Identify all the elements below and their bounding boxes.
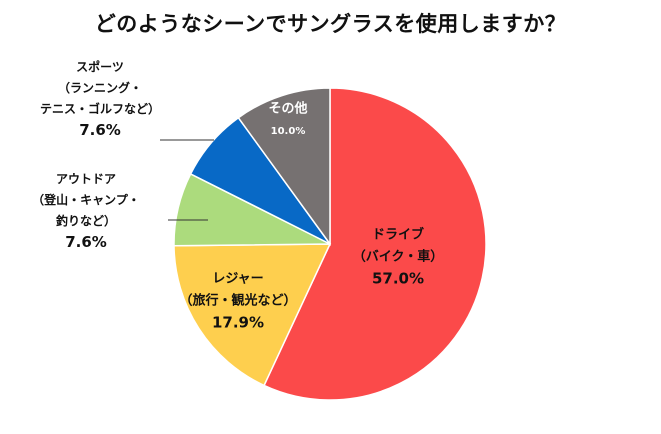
slice-labels: ドライブ （バイク・車） 57.0% レジャー （旅行・観光など） 17.9% アウトドア （… — [32, 59, 443, 332]
slice-name-label-1-0: レジャー — [212, 272, 263, 287]
slice-value-label-0: 57.0% — [372, 270, 424, 288]
slice-value-label-1: 17.9% — [212, 314, 264, 332]
chart-title: どのようなシーンでサングラスを使用しますか？ — [94, 12, 567, 36]
pie-slice-4 — [237, 87, 331, 247]
slice-name-label-3-0: スポーツ — [76, 59, 124, 74]
slice-value-label-4: 10.0% — [271, 126, 306, 137]
slice-name-label-0-0: ドライブ — [372, 227, 424, 243]
pie-slice-0 — [263, 87, 487, 401]
slice-name-label-0-1: （バイク・車） — [353, 249, 443, 265]
slice-name-label-2-1: （登山・キャンプ・ — [32, 192, 140, 207]
slice-name-label-4-0: その他 — [268, 101, 307, 117]
slice-name-label-2-2: 釣りなど） — [56, 213, 116, 228]
slice-name-label-3-1: （ランニング・ — [58, 80, 142, 95]
slice-value-label-2: 7.6% — [65, 233, 107, 251]
slice-name-label-3-2: テニス・ゴルフなど） — [40, 101, 160, 116]
pie-slice-1 — [173, 243, 332, 387]
slice-name-label-2-0: アウトドア — [56, 172, 116, 186]
slice-name-label-1-1: （旅行・観光など） — [179, 293, 296, 309]
slice-value-label-3: 7.6% — [79, 121, 121, 139]
leader-lines — [160, 139, 214, 221]
pie-slices — [173, 87, 487, 401]
